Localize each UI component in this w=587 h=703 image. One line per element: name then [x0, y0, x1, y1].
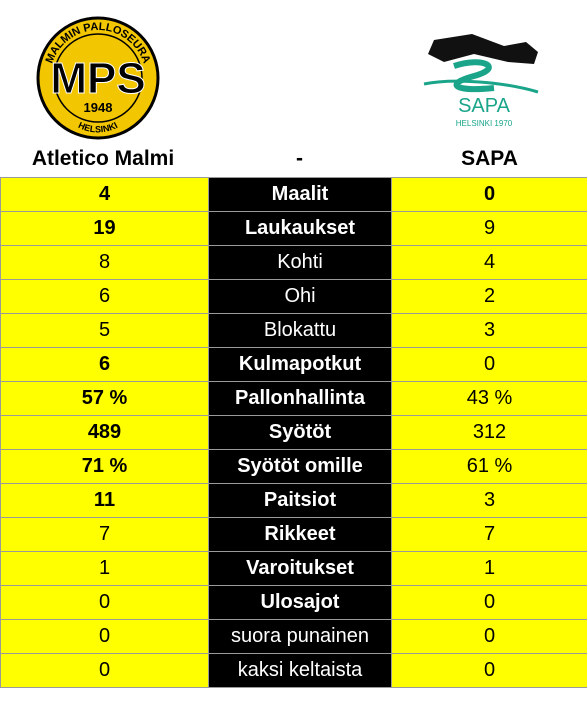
home-value: 1	[0, 551, 209, 586]
stat-label: Pallonhallinta	[208, 381, 392, 416]
home-value: 8	[0, 245, 209, 280]
home-team-name: Atletico Malmi	[31, 147, 175, 170]
stat-label: Syötöt omille	[208, 449, 392, 484]
home-value: 0	[0, 585, 209, 620]
home-value: 19	[0, 211, 209, 246]
home-value: 0	[0, 653, 209, 688]
stat-label: kaksi keltaista	[208, 653, 392, 688]
sapa-name: SAPA	[458, 95, 511, 117]
match-header: Atletico Malmi - SAPA	[0, 141, 587, 177]
svg-text:HELSINKI: HELSINKI	[77, 120, 119, 134]
away-value: 9	[391, 211, 587, 246]
away-value: 43 %	[391, 381, 587, 416]
sapa-sub: HELSINKI 1970	[456, 119, 513, 128]
stat-row: 71 % Syötöt omille 61 %	[0, 449, 587, 484]
away-value: 2	[391, 279, 587, 314]
stat-label: Syötöt	[208, 415, 392, 450]
away-value: 0	[391, 619, 587, 654]
stat-row: 19 Laukaukset 9	[0, 211, 587, 246]
away-value: 1	[391, 551, 587, 586]
away-value: 0	[391, 177, 587, 212]
mps-logo: MALMIN PALLOSEURA MPS 1948 HELSINKI	[36, 16, 160, 140]
stat-row: 57 % Pallonhallinta 43 %	[0, 381, 587, 416]
stat-label: Laukaukset	[208, 211, 392, 246]
away-value: 4	[391, 245, 587, 280]
stats-table: 4 Maalit 0 19 Laukaukset 9 8 Kohti 4 6 Ohi 2 5 Blokat…	[0, 177, 587, 688]
stat-row: 7 Rikkeet 7	[0, 517, 587, 552]
stat-row: 5 Blokattu 3	[0, 313, 587, 348]
home-value: 57 %	[0, 381, 209, 416]
home-value: 6	[0, 347, 209, 382]
away-value: 0	[391, 653, 587, 688]
stat-label: Rikkeet	[208, 517, 392, 552]
stat-label: Kulmapotkut	[208, 347, 392, 382]
away-team-name: SAPA	[461, 147, 518, 170]
away-value: 61 %	[391, 449, 587, 484]
away-value: 0	[391, 347, 587, 382]
stat-row: 6 Ohi 2	[0, 279, 587, 314]
mps-letters: MPS	[50, 54, 145, 103]
team-separator: -	[296, 147, 303, 170]
stat-row: 0 suora punainen 0	[0, 619, 587, 654]
home-value: 11	[0, 483, 209, 518]
mps-year: 1948	[84, 100, 113, 115]
stat-label: Maalit	[208, 177, 392, 212]
stat-row: 6 Kulmapotkut 0	[0, 347, 587, 382]
stat-row: 11 Paitsiot 3	[0, 483, 587, 518]
stat-row: 8 Kohti 4	[0, 245, 587, 280]
stat-label: suora punainen	[208, 619, 392, 654]
stat-label: Blokattu	[208, 313, 392, 348]
home-value: 6	[0, 279, 209, 314]
stat-label: Ohi	[208, 279, 392, 314]
home-value: 71 %	[0, 449, 209, 484]
mps-city: HELSINKI	[77, 120, 119, 134]
home-value: 4	[0, 177, 209, 212]
stat-label: Kohti	[208, 245, 392, 280]
home-value: 0	[0, 619, 209, 654]
home-value: 489	[0, 415, 209, 450]
stat-row: 1 Varoitukset 1	[0, 551, 587, 586]
stat-label: Ulosajot	[208, 585, 392, 620]
away-value: 312	[391, 415, 587, 450]
home-value: 5	[0, 313, 209, 348]
away-value: 0	[391, 585, 587, 620]
stat-row: 4 Maalit 0	[0, 177, 587, 212]
stat-row: 489 Syötöt 312	[0, 415, 587, 450]
stat-label: Paitsiot	[208, 483, 392, 518]
away-value: 3	[391, 483, 587, 518]
home-value: 7	[0, 517, 209, 552]
stat-row: 0 Ulosajot 0	[0, 585, 587, 620]
stat-row: 0 kaksi keltaista 0	[0, 653, 587, 688]
stat-label: Varoitukset	[208, 551, 392, 586]
away-value: 7	[391, 517, 587, 552]
sapa-logo: SAPA HELSINKI 1970	[423, 34, 539, 128]
away-value: 3	[391, 313, 587, 348]
